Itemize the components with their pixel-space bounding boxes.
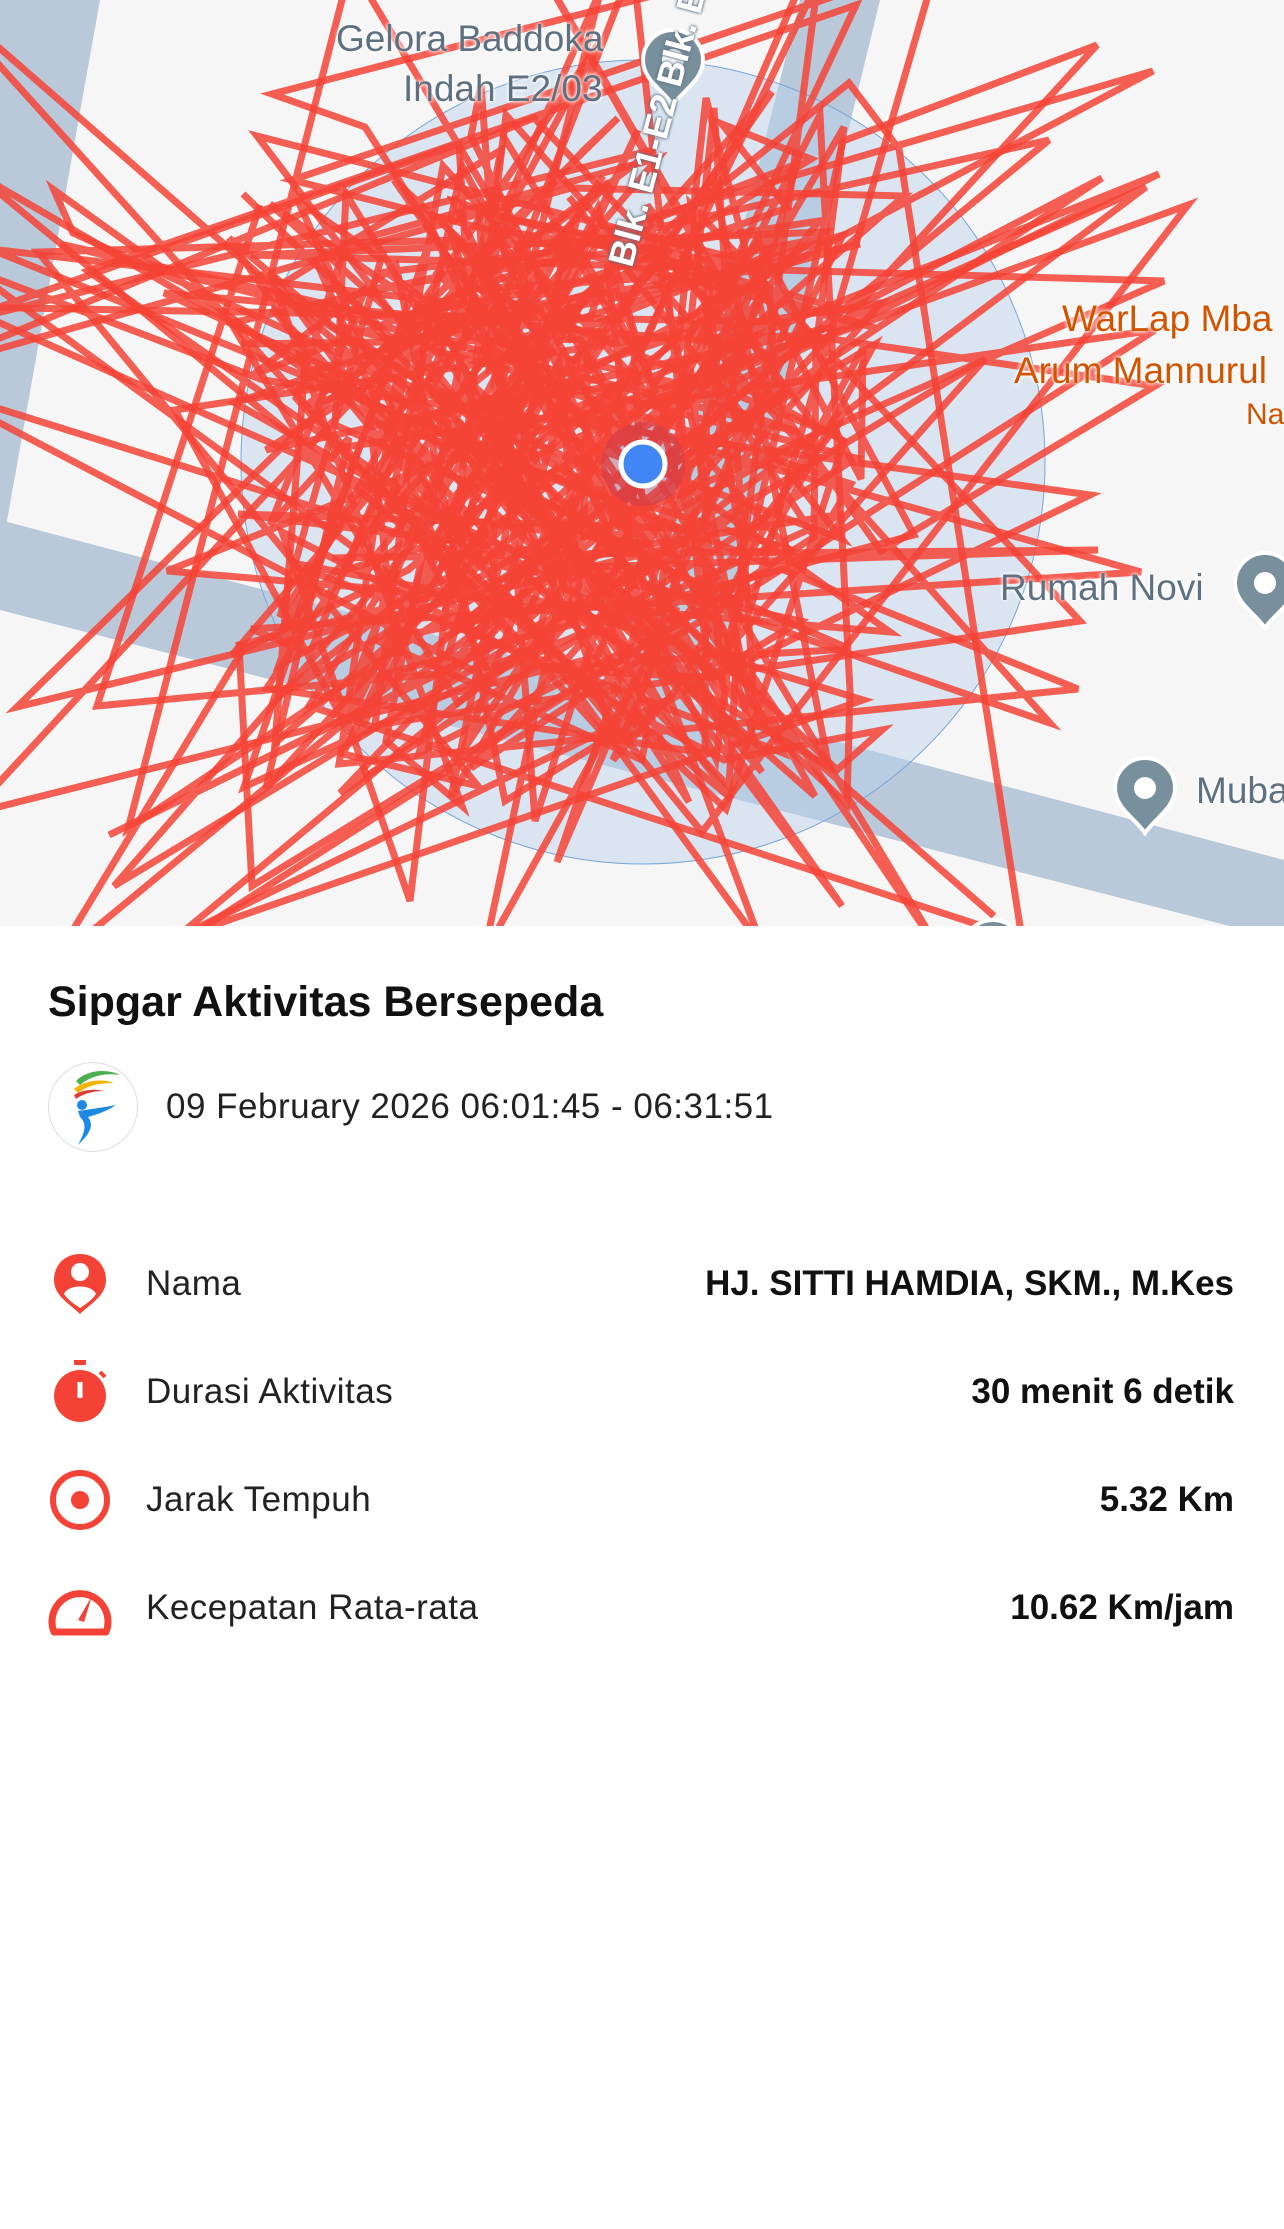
target-icon [48, 1468, 112, 1532]
map-pin-icon [1112, 755, 1178, 837]
stat-value: 30 menit 6 detik [971, 1372, 1234, 1411]
map-pin-icon [640, 27, 706, 109]
activity-route [0, 0, 1199, 926]
poi-label-warlap[interactable]: WarLap Mba [1062, 298, 1273, 339]
poi-label-muba[interactable]: Muba [1196, 770, 1284, 811]
stat-row-kecepatan: Kecepatan Rata-rata 10.62 Km/jam [48, 1573, 1234, 1643]
stat-label: Nama [146, 1264, 242, 1303]
stat-row-jarak: Jarak Tempuh 5.32 Km [48, 1465, 1234, 1535]
poi-label-gelora-2[interactable]: Indah E2/03 [403, 68, 603, 109]
speedometer-icon [48, 1576, 112, 1640]
map-pin-icon [1232, 550, 1284, 632]
stat-row-durasi: Durasi Aktivitas 30 menit 6 detik [48, 1357, 1234, 1427]
activity-datetime: 09 February 2026 06:01:45 - 06:31:51 [166, 1087, 774, 1126]
stat-label: Kecepatan Rata-rata [146, 1588, 479, 1627]
route-segment [0, 106, 1166, 903]
map-canvas [0, 0, 1284, 926]
poi-label-rumah-novi[interactable]: Rumah Novi [1000, 567, 1204, 608]
stat-label: Durasi Aktivitas [146, 1372, 394, 1411]
stat-value: HJ. SITTI HAMDIA, SKM., M.Kes [705, 1264, 1234, 1303]
poi-label-warlap-2[interactable]: Arum Mannurul [1014, 350, 1267, 391]
app-logo [48, 1062, 138, 1152]
map-view[interactable]: Gelora Baddoka Indah E2/03 Blk. E1-E2 Bl… [0, 0, 1284, 926]
stat-row-nama: Nama HJ. SITTI HAMDIA, SKM., M.Kes [48, 1249, 1234, 1319]
location-dot-icon [618, 439, 668, 489]
person-pin-icon [48, 1252, 112, 1316]
stat-value: 10.62 Km/jam [1010, 1588, 1234, 1627]
activity-title: Sipgar Aktivitas Bersepeda [48, 978, 604, 1026]
route-segment [0, 0, 1155, 926]
activity-datetime-row: 09 February 2026 06:01:45 - 06:31:51 [48, 1062, 774, 1152]
map-pin-icon [971, 917, 1015, 926]
stat-value: 5.32 Km [1099, 1480, 1234, 1519]
stopwatch-icon [48, 1360, 112, 1424]
stat-label: Jarak Tempuh [146, 1480, 372, 1519]
route-segment [0, 41, 1161, 926]
poi-label-gelora[interactable]: Gelora Baddoka [336, 18, 604, 59]
poi-label-warlap-3[interactable]: Na [1246, 398, 1284, 431]
